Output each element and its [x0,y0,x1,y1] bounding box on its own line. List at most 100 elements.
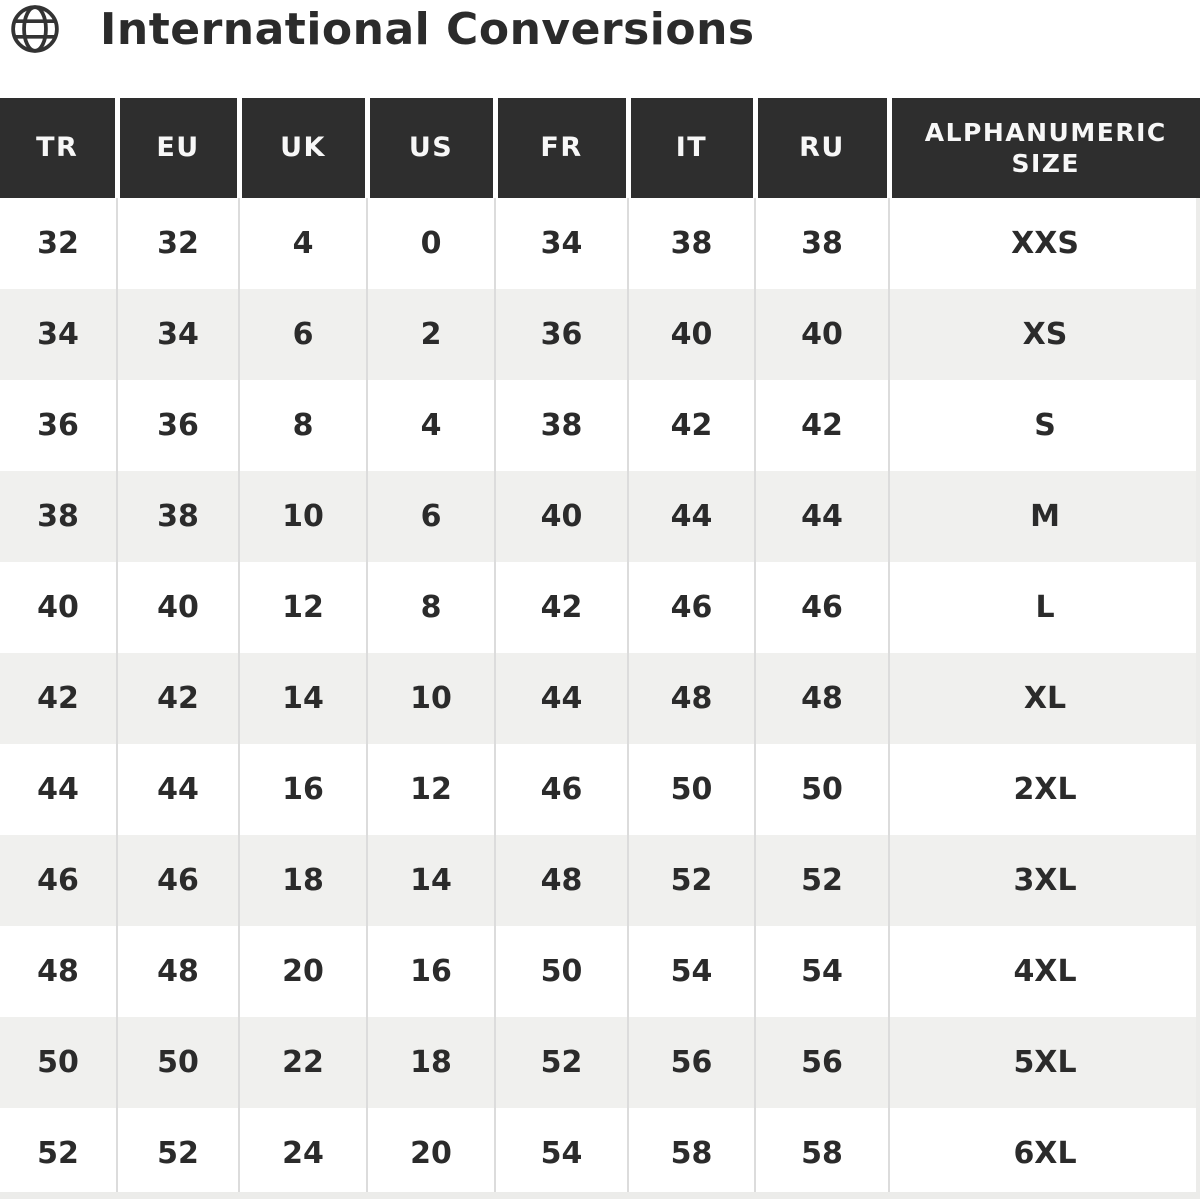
table-cell: 50 [37,1045,79,1080]
table-cell: 56 [627,1017,755,1108]
table-cell: 6 [238,289,367,380]
table-cell: 48 [627,653,755,744]
table-cell: XL [888,653,1200,744]
table-cell: 40 [627,289,755,380]
table-cell: 52 [754,835,889,926]
table-cell: 12 [366,744,495,835]
table-row: 50 50 22 18 52 56 56 5XL [0,1017,1200,1108]
table-cell: 48 [37,954,79,989]
table-row: 42 42 14 10 44 48 48 XL [0,653,1200,744]
table-cell: 46 [494,744,628,835]
table-bottom-edge [0,1192,1200,1199]
table-cell: 24 [238,1108,367,1199]
table-cell: 38 [116,471,239,562]
table-cell: 38 [494,380,628,471]
table-cell: S [888,380,1200,471]
table-cell: 8 [366,562,495,653]
column-header-label: US [408,131,454,163]
table-cell: 3XL [888,835,1200,926]
column-header: FR [492,98,628,198]
table-cell: 50 [494,926,628,1017]
table-cell: 52 [494,1017,628,1108]
table-cell: 32 [37,226,79,261]
table-cell: 4XL [888,926,1200,1017]
table-cell: 18 [238,835,367,926]
table-cell: 32 [116,198,239,289]
globe-icon [10,4,60,54]
table-cell: 44 [754,471,889,562]
table-cell: 8 [238,380,367,471]
table-cell: 10 [366,653,495,744]
table-cell: 18 [366,1017,495,1108]
table-row: 40 40 12 8 42 46 46 L [0,562,1200,653]
table-cell: 2XL [888,744,1200,835]
table-cell: L [888,562,1200,653]
table-row: 44 44 16 12 46 50 50 2XL [0,744,1200,835]
column-header: RU [752,98,889,198]
table-body: 32 32 4 0 34 38 38 XXS 34 34 6 2 36 40 40 XS 36 36 8 4 38 42 4… [0,198,1200,1199]
table-cell: 0 [366,198,495,289]
table-cell: 34 [494,198,628,289]
table-cell: XS [888,289,1200,380]
table-row: 32 32 4 0 34 38 38 XXS [0,198,1200,289]
table-cell: 46 [116,835,239,926]
table-cell: 14 [366,835,495,926]
table-right-edge [1196,198,1200,1199]
table-row: 38 38 10 6 40 44 44 M [0,471,1200,562]
table-cell: 6 [366,471,495,562]
column-header-label: EU [156,131,200,163]
table-cell: XXS [888,198,1200,289]
column-header-label: TR [36,131,79,163]
table-cell: 58 [627,1108,755,1199]
table-cell: 56 [754,1017,889,1108]
table-row: 52 52 24 20 54 58 58 6XL [0,1108,1200,1199]
table-cell: 40 [116,562,239,653]
table-cell: 40 [754,289,889,380]
column-header: TR [0,98,117,198]
table-cell: 5XL [888,1017,1200,1108]
column-header-label: RU [799,131,845,163]
table-cell: 52 [627,835,755,926]
column-header-label: FR [540,131,583,163]
table-cell: 50 [627,744,755,835]
table-cell: 16 [366,926,495,1017]
table-cell: 46 [37,863,79,898]
table-cell: 44 [494,653,628,744]
table-cell: 54 [627,926,755,1017]
table-cell: 6XL [888,1108,1200,1199]
table-cell: 58 [754,1108,889,1199]
table-cell: 44 [627,471,755,562]
table-cell: 22 [238,1017,367,1108]
table-cell: 46 [754,562,889,653]
table-cell: 50 [116,1017,239,1108]
table-cell: 42 [627,380,755,471]
table-cell: 36 [37,408,79,443]
table-cell: 50 [754,744,889,835]
table-cell: 20 [238,926,367,1017]
table-cell: 52 [116,1108,239,1199]
table-cell: 40 [37,590,79,625]
table-cell: 42 [494,562,628,653]
table-cell: 52 [37,1136,79,1171]
table-cell: 38 [627,198,755,289]
table-cell: 20 [366,1108,495,1199]
table-cell: 12 [238,562,367,653]
table-cell: 2 [366,289,495,380]
table-row: 36 36 8 4 38 42 42 S [0,380,1200,471]
table-cell: 54 [754,926,889,1017]
table-cell: 44 [116,744,239,835]
table-cell: 54 [494,1108,628,1199]
table-row: 34 34 6 2 36 40 40 XS [0,289,1200,380]
table-cell: 48 [116,926,239,1017]
table-cell: 38 [754,198,889,289]
title-bar: International Conversions [0,0,1200,58]
table-cell: 34 [37,317,79,352]
table-cell: 34 [116,289,239,380]
table-cell: 46 [627,562,755,653]
table-cell: 42 [754,380,889,471]
column-header: ALPHANUMERIC SIZE [886,98,1200,198]
table-cell: M [888,471,1200,562]
table-row: 48 48 20 16 50 54 54 4XL [0,926,1200,1017]
table-cell: 36 [116,380,239,471]
